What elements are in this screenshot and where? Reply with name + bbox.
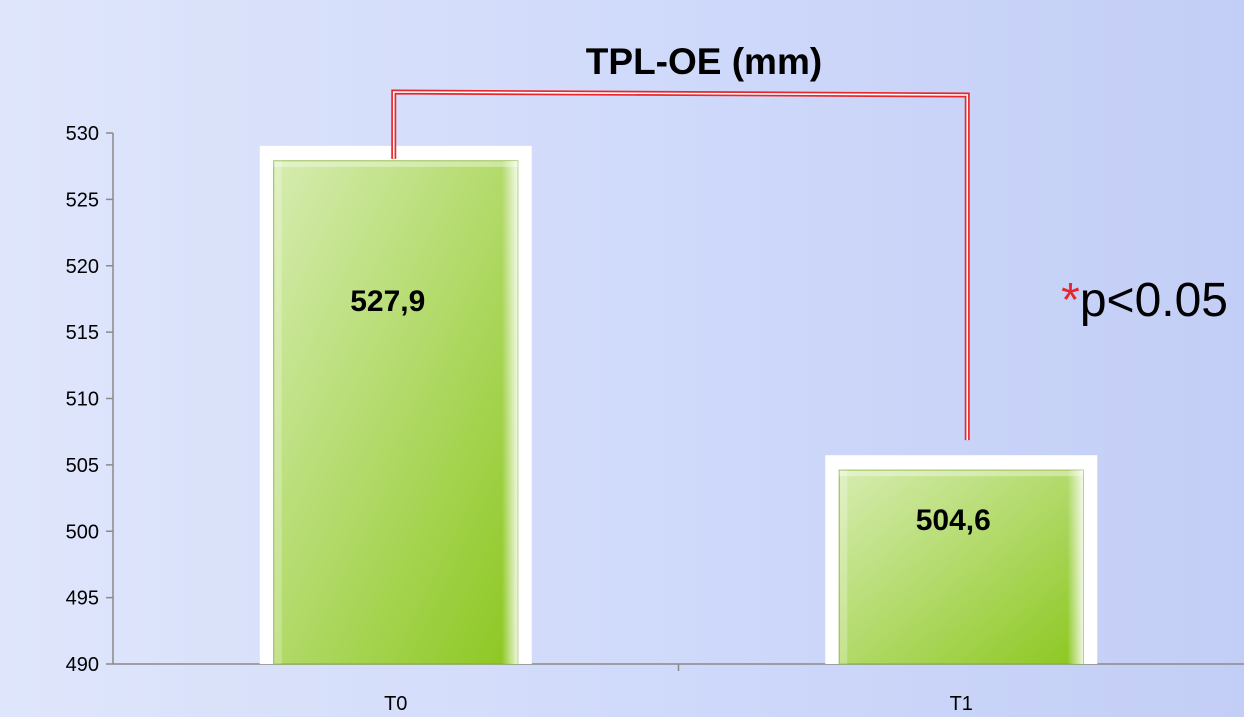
p-value-text: p<0.05 — [1080, 274, 1228, 327]
bar-data-label: 527,9 — [350, 285, 425, 318]
bar-group: 527,9 — [259, 145, 532, 665]
y-tick-label: 520 — [66, 256, 99, 278]
bars: 527,9 504,6 — [259, 145, 1098, 665]
bar-bevel-left — [273, 160, 282, 664]
y-tick-label: 510 — [66, 389, 99, 411]
significance-star: * — [1061, 274, 1080, 327]
y-tick-label: 530 — [66, 123, 99, 145]
p-value-annotation: *p<0.05 — [1061, 274, 1228, 327]
bar-bevel-right — [1067, 470, 1084, 664]
bracket-inner-line — [392, 91, 969, 441]
bar-bevel-left — [839, 470, 848, 664]
bar-bevel-top — [273, 160, 518, 167]
x-tick-label: T0 — [384, 693, 407, 712]
chart-title: TPL-OE (mm) — [586, 41, 822, 82]
significance-bracket — [391, 89, 970, 441]
y-tick-label: 500 — [66, 521, 99, 543]
y-tick-label: 495 — [66, 588, 99, 610]
y-tick-label: 505 — [66, 455, 99, 477]
bar — [838, 469, 1084, 665]
y-tick-label: 515 — [66, 322, 99, 344]
bar-bevel-top — [839, 470, 1084, 477]
x-tick-label: T1 — [950, 693, 973, 712]
bar-bevel-right — [501, 160, 518, 664]
y-tick-label: 525 — [66, 189, 99, 211]
bar-group: 504,6 — [825, 455, 1098, 665]
y-tick-label: 490 — [66, 654, 99, 676]
bar — [273, 160, 519, 665]
bar-data-label: 504,6 — [916, 504, 991, 537]
